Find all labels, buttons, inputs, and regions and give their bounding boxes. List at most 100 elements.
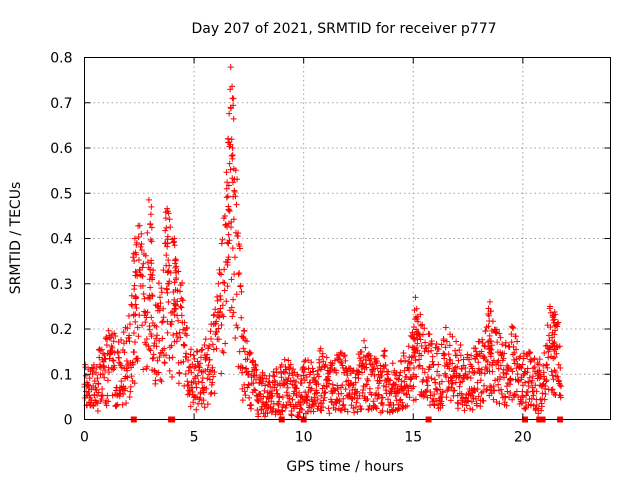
- data-point: [217, 292, 224, 299]
- data-point: [163, 286, 170, 293]
- data-point: [551, 347, 558, 354]
- data-point: [146, 346, 153, 353]
- data-point: [294, 371, 301, 378]
- data-point: [163, 252, 170, 259]
- data-point: [544, 364, 551, 371]
- data-point: [535, 361, 542, 368]
- data-point: [479, 336, 486, 343]
- data-point: [183, 354, 190, 361]
- data-point: [519, 361, 526, 368]
- data-point: [218, 321, 225, 328]
- data-point: [99, 371, 106, 378]
- data-point: [158, 285, 165, 292]
- data-point: [466, 368, 473, 375]
- data-point: [138, 240, 145, 247]
- data-point: [438, 398, 445, 405]
- data-point: [365, 377, 372, 384]
- data-point: [360, 386, 367, 393]
- data-point: [487, 346, 494, 353]
- data-point: [139, 273, 146, 280]
- data-point: [314, 396, 321, 403]
- data-point: [286, 365, 293, 372]
- data-point: [102, 367, 109, 374]
- data-point: [160, 314, 167, 321]
- data-point: [180, 342, 187, 349]
- data-point: [355, 368, 362, 375]
- data-point: [231, 187, 238, 194]
- data-point: [358, 348, 365, 355]
- data-point: [416, 362, 423, 369]
- data-point: [219, 311, 226, 318]
- data-point: [207, 391, 214, 398]
- data-point: [230, 309, 237, 316]
- data-point: [305, 357, 312, 364]
- data-point: [299, 406, 306, 413]
- data-point: [300, 372, 307, 379]
- grid: [84, 57, 611, 420]
- data-point: [191, 355, 198, 362]
- data-point: [139, 282, 146, 289]
- data-point: [200, 389, 207, 396]
- data-point: [155, 280, 162, 287]
- data-point: [98, 346, 105, 353]
- data-point: [308, 385, 315, 392]
- data-point: [226, 237, 233, 244]
- data-point: [226, 110, 233, 117]
- data-point: [147, 347, 154, 354]
- y-tick-label: 0.4: [50, 232, 72, 248]
- data-point: [518, 400, 525, 407]
- data-point: [196, 396, 203, 403]
- data-point: [168, 342, 175, 349]
- data-point: [219, 302, 226, 309]
- data-point: [105, 364, 112, 371]
- data-point: [145, 343, 152, 350]
- data-point: [206, 356, 213, 363]
- data-point: [229, 83, 236, 90]
- data-point: [195, 378, 202, 385]
- data-point: [422, 339, 429, 346]
- data-point: [528, 401, 535, 408]
- data-point: [395, 401, 402, 408]
- data-point: [100, 362, 107, 369]
- data-point: [353, 399, 360, 406]
- data-point: [536, 356, 543, 363]
- data-point: [486, 298, 493, 305]
- data-point: [466, 356, 473, 363]
- data-point: [298, 380, 305, 387]
- data-point: [225, 206, 232, 213]
- data-point: [445, 378, 452, 385]
- data-point: [407, 332, 414, 339]
- data-point: [468, 352, 475, 359]
- data-point: [133, 304, 140, 311]
- data-point: [429, 353, 436, 360]
- data-point: [426, 364, 433, 371]
- data-point: [91, 378, 98, 385]
- data-point: [181, 319, 188, 326]
- data-point: [550, 319, 557, 326]
- data-point: [171, 235, 178, 242]
- data-point: [528, 395, 535, 402]
- data-point: [509, 396, 516, 403]
- data-point: [379, 369, 386, 376]
- data-point: [133, 294, 140, 301]
- data-point: [411, 346, 418, 353]
- data-point: [240, 333, 247, 340]
- data-point: [322, 361, 329, 368]
- data-point: [352, 379, 359, 386]
- data-point: [455, 400, 462, 407]
- data-point: [110, 357, 117, 364]
- data-point: [113, 402, 120, 409]
- data-point: [159, 318, 166, 325]
- data-point: [484, 386, 491, 393]
- data-point: [557, 382, 564, 389]
- data-point: [239, 364, 246, 371]
- data-point: [504, 388, 511, 395]
- data-point: [225, 231, 232, 238]
- data-point: [525, 383, 532, 390]
- data-point: [220, 279, 227, 286]
- data-point: [400, 353, 407, 360]
- data-point: [397, 396, 404, 403]
- data-point: [503, 383, 510, 390]
- data-point: [221, 280, 228, 287]
